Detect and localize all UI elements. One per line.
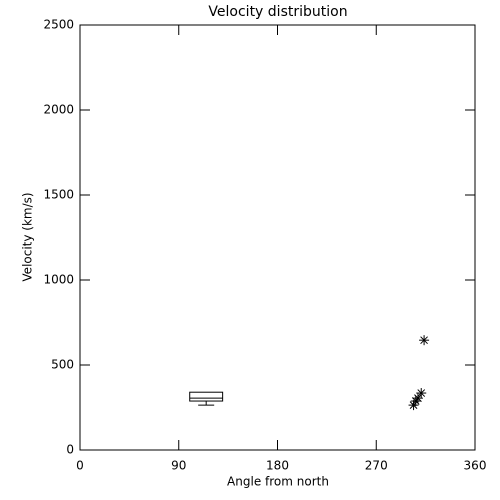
x-tick-label: 0: [76, 459, 84, 473]
point: [408, 400, 419, 411]
x-tick-label: 270: [365, 459, 388, 473]
y-tick-label: 2000: [43, 103, 74, 117]
box: [189, 391, 224, 402]
x-tick-label: 180: [266, 459, 289, 473]
point-stroke: [417, 389, 426, 397]
point: [419, 335, 430, 346]
y-tick-label: 2500: [43, 18, 74, 32]
point-stroke: [409, 401, 418, 409]
point: [416, 388, 427, 399]
plot-frame: [79, 24, 476, 451]
point: [410, 396, 421, 407]
x-tick-label: 90: [171, 459, 186, 473]
y-tick-label: 0: [66, 443, 74, 457]
point-stroke: [420, 336, 428, 345]
x-tick-label: 360: [464, 459, 487, 473]
y-axis-label: Velocity (km/s): [21, 192, 35, 281]
x-axis-label: Angle from north: [227, 475, 329, 489]
chart-title: Velocity distribution: [208, 4, 347, 20]
y-tick-label: 1500: [43, 188, 74, 202]
y-tick-label: 1000: [43, 273, 74, 287]
y-tick-label: 500: [51, 358, 74, 372]
